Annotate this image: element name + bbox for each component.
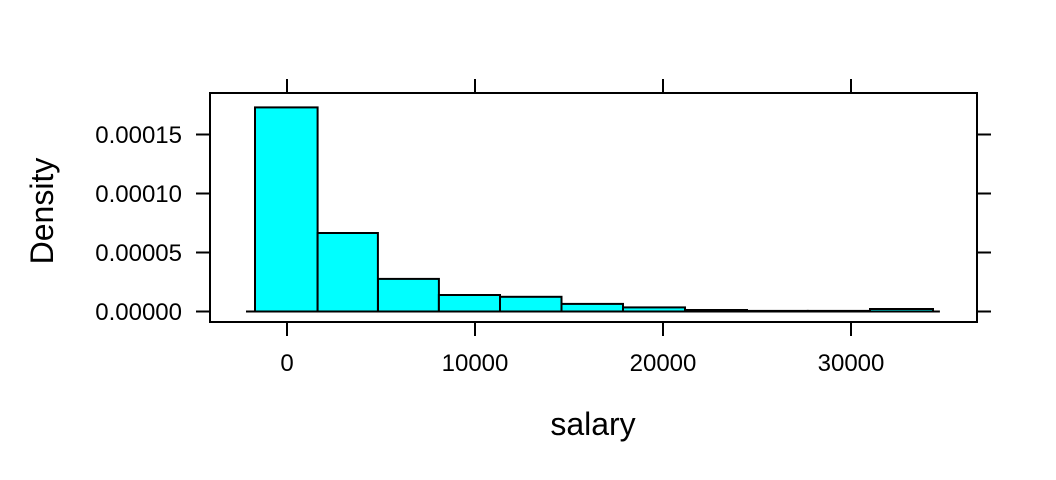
y-tick-label: 0.00010 bbox=[95, 181, 182, 208]
x-axis-title: salary bbox=[550, 406, 636, 442]
x-tick-label: 30000 bbox=[818, 350, 885, 377]
plot-border bbox=[209, 92, 978, 323]
histogram-bar bbox=[316, 232, 379, 313]
y-tick-label: 0.00015 bbox=[95, 122, 182, 149]
histogram-bar bbox=[254, 106, 319, 313]
histogram-bar bbox=[560, 302, 624, 313]
y-tick-label: 0.00000 bbox=[95, 299, 182, 326]
y-axis-title: Density bbox=[24, 157, 60, 265]
x-tick-label: 20000 bbox=[630, 350, 697, 377]
x-tick-label: 10000 bbox=[442, 350, 509, 377]
y-tick-label: 0.00005 bbox=[95, 240, 182, 267]
histogram-bar bbox=[377, 277, 440, 313]
x-tick-label: 0 bbox=[280, 350, 293, 377]
histogram-bar bbox=[499, 295, 563, 313]
histogram-bar bbox=[437, 294, 501, 313]
